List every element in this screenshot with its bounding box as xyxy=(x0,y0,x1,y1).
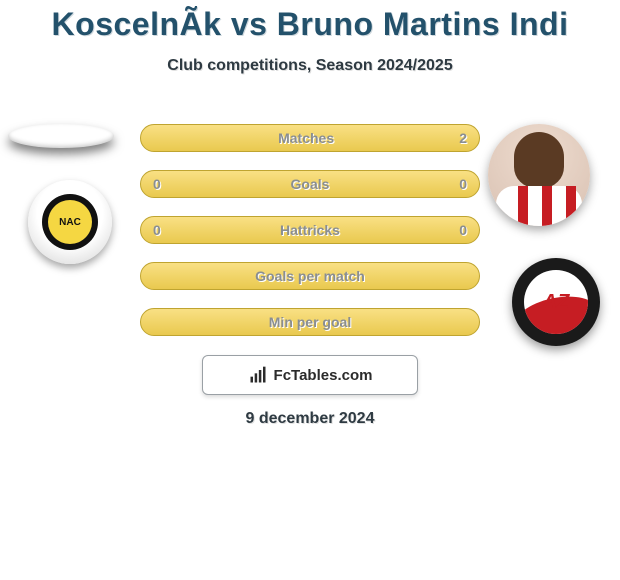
stat-label: Hattricks xyxy=(280,222,340,238)
stat-row: Goals per match xyxy=(140,262,480,290)
stat-left-value: 0 xyxy=(153,176,161,192)
brand-box: FcTables.com xyxy=(202,355,418,395)
date-label: 9 december 2024 xyxy=(0,410,620,428)
stat-right-value: 2 xyxy=(459,130,467,146)
club-right-badge: AZ xyxy=(512,258,600,346)
stat-left-value: 0 xyxy=(153,222,161,238)
player-left-avatar xyxy=(8,124,114,148)
stat-label: Goals per match xyxy=(255,268,365,284)
chart-icon xyxy=(248,365,268,385)
stat-label: Goals xyxy=(291,176,330,192)
stat-right-value: 0 xyxy=(459,222,467,238)
stat-row: Matches 2 xyxy=(140,124,480,152)
stat-row: 0 Hattricks 0 xyxy=(140,216,480,244)
club-left-shield: NAC xyxy=(42,194,98,250)
player-right-avatar xyxy=(488,124,590,226)
brand-label: FcTables.com xyxy=(274,367,373,384)
stat-label: Matches xyxy=(278,130,334,146)
club-right-label: AZ xyxy=(543,291,570,314)
page-title: KoscelnÃ­k vs Bruno Martins Indi xyxy=(0,0,620,43)
stat-label: Min per goal xyxy=(269,314,351,330)
stats-table: Matches 2 0 Goals 0 0 Hattricks 0 Goals … xyxy=(140,124,480,354)
stat-row: 0 Goals 0 xyxy=(140,170,480,198)
page-subtitle: Club competitions, Season 2024/2025 xyxy=(0,57,620,75)
stat-right-value: 0 xyxy=(459,176,467,192)
club-left-label: NAC xyxy=(48,200,92,244)
club-left-badge: NAC xyxy=(28,180,112,264)
stat-row: Min per goal xyxy=(140,308,480,336)
